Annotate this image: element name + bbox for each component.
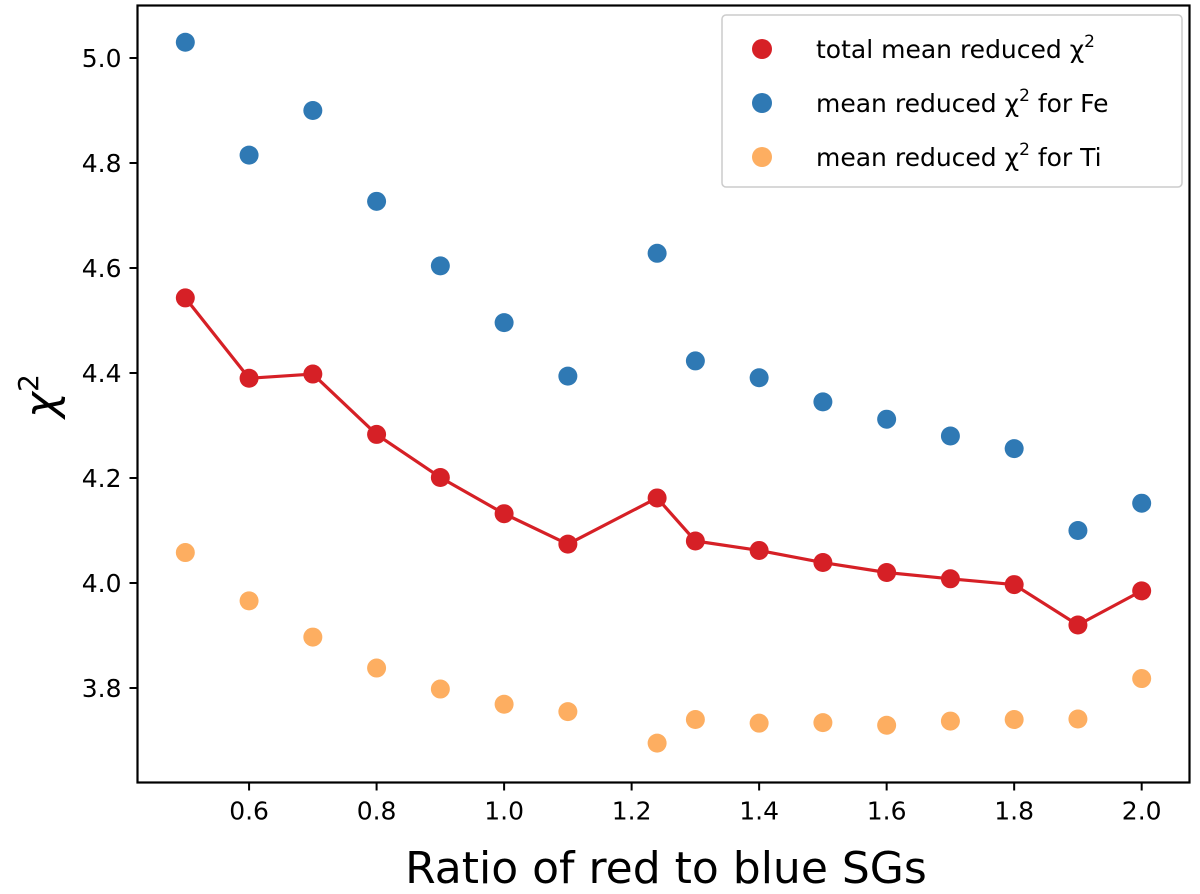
x-tick-label: 0.6 bbox=[229, 797, 269, 826]
legend-label: mean reduced χ bbox=[816, 143, 1019, 172]
data-point bbox=[494, 504, 514, 524]
data-point bbox=[749, 540, 769, 560]
legend-label-suffix: for Ti bbox=[1030, 143, 1102, 172]
y-tick-label: 4.2 bbox=[82, 464, 122, 493]
data-point bbox=[940, 426, 960, 446]
data-point bbox=[1004, 575, 1024, 595]
data-point bbox=[685, 531, 705, 551]
series-line bbox=[184, 296, 1143, 627]
x-axis-label: Ratio of red to blue SGs bbox=[405, 843, 927, 894]
x-tick-label: 1.6 bbox=[867, 797, 907, 826]
x-tick-label: 1.8 bbox=[994, 797, 1034, 826]
data-point bbox=[647, 243, 667, 263]
axis-ticks: 0.6 0.8 1.0 1.2 1.4 1.6 1.8 2.0 3.8 4.0 4.2 4.4 4.6 4… bbox=[82, 44, 1162, 826]
y-tick-label: 3.8 bbox=[82, 674, 122, 703]
y-tick-label: 4.8 bbox=[82, 149, 122, 178]
legend-entry: total mean reduced χ2 bbox=[816, 32, 1095, 64]
data-point bbox=[430, 679, 450, 699]
data-point bbox=[1132, 581, 1152, 601]
data-point bbox=[685, 351, 705, 371]
data-point bbox=[813, 553, 833, 573]
legend-marker bbox=[752, 147, 772, 167]
data-point bbox=[494, 694, 514, 714]
data-point bbox=[1132, 669, 1152, 689]
x-tick-label: 1.2 bbox=[612, 797, 652, 826]
data-point bbox=[1132, 493, 1152, 513]
data-point bbox=[175, 32, 195, 52]
data-point bbox=[940, 569, 960, 589]
data-point bbox=[175, 543, 195, 563]
data-point bbox=[1068, 709, 1088, 729]
data-point bbox=[1068, 615, 1088, 635]
legend-label-exponent: 2 bbox=[1019, 140, 1030, 160]
data-point bbox=[813, 713, 833, 733]
data-point bbox=[558, 534, 578, 554]
data-point bbox=[749, 368, 769, 388]
y-tick-label: 4.4 bbox=[82, 359, 122, 388]
data-point bbox=[367, 424, 387, 444]
data-point bbox=[877, 563, 897, 582]
y-axis-label-symbol: χ bbox=[16, 390, 67, 420]
data-point bbox=[303, 627, 323, 647]
data-point bbox=[175, 288, 195, 308]
legend-frame bbox=[721, 14, 1183, 188]
x-tick-label: 0.8 bbox=[357, 797, 397, 826]
series-1 bbox=[175, 32, 1152, 540]
data-point bbox=[239, 591, 259, 611]
legend-label: total mean reduced χ bbox=[816, 35, 1084, 64]
data-point bbox=[558, 366, 578, 386]
data-point bbox=[430, 256, 450, 276]
series-2 bbox=[175, 543, 1152, 753]
legend-label-exponent: 2 bbox=[1019, 86, 1030, 106]
data-point bbox=[685, 710, 705, 729]
data-point bbox=[367, 658, 387, 678]
data-point bbox=[239, 368, 259, 388]
legend-entry: mean reduced χ2 for Fe bbox=[816, 86, 1109, 118]
data-point bbox=[367, 191, 387, 211]
legend-label: mean reduced χ bbox=[816, 89, 1019, 118]
data-point bbox=[647, 488, 667, 508]
x-tick-label: 2.0 bbox=[1122, 797, 1162, 826]
data-point bbox=[877, 409, 897, 429]
data-point bbox=[877, 715, 897, 735]
x-tick-label: 1.4 bbox=[739, 797, 779, 826]
data-point bbox=[1004, 439, 1024, 459]
y-axis-label: χ2 bbox=[12, 374, 67, 420]
data-point bbox=[647, 733, 667, 753]
y-tick-label: 4.6 bbox=[82, 254, 122, 283]
data-point bbox=[813, 392, 833, 412]
data-point bbox=[749, 713, 769, 733]
data-point bbox=[940, 711, 960, 731]
data-point bbox=[303, 364, 323, 384]
y-axis-label-exponent: 2 bbox=[12, 374, 45, 392]
data-point bbox=[558, 702, 578, 722]
y-tick-label: 5.0 bbox=[82, 44, 122, 73]
legend-label-exponent: 2 bbox=[1084, 32, 1095, 52]
data-point bbox=[1004, 710, 1024, 729]
y-tick-label: 4.0 bbox=[82, 569, 122, 598]
data-point bbox=[1068, 521, 1088, 540]
legend-marker bbox=[752, 93, 772, 113]
data-point bbox=[303, 101, 323, 120]
data-point bbox=[239, 145, 259, 165]
x-tick-label: 1.0 bbox=[484, 797, 524, 826]
data-point bbox=[494, 313, 514, 333]
legend-label-suffix: for Fe bbox=[1030, 89, 1109, 118]
series-layer bbox=[175, 32, 1152, 753]
svg-text:χ2: χ2 bbox=[12, 374, 67, 420]
series-0 bbox=[175, 288, 1152, 635]
legend-entry: mean reduced χ2 for Ti bbox=[816, 140, 1102, 172]
data-point bbox=[430, 467, 450, 487]
plot-frame bbox=[136, 4, 1191, 784]
legend-marker bbox=[752, 39, 772, 59]
